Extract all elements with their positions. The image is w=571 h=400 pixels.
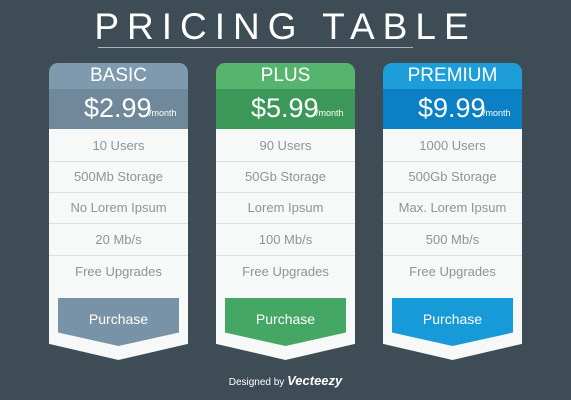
- feature-item: 10 Users: [92, 138, 145, 153]
- divider: [216, 255, 355, 256]
- pricing-card-basic: BASIC $2.99 /month 10 Users 500Mb Storag…: [49, 63, 188, 360]
- feature-item: 500 Mb/s: [425, 232, 480, 247]
- title-underline: [98, 47, 413, 48]
- price-period: /month: [483, 108, 511, 118]
- price-period: /month: [149, 108, 177, 118]
- feature-item: Max. Lorem Ipsum: [398, 200, 507, 215]
- feature-item: Free Upgrades: [242, 264, 329, 279]
- credit-prefix: Designed by: [228, 377, 285, 388]
- divider: [216, 161, 355, 162]
- page-title: PRICING TABLE: [94, 6, 477, 47]
- feature-item: No Lorem Ipsum: [70, 200, 167, 215]
- feature-item: Free Upgrades: [75, 264, 162, 279]
- price-amount: $2.99: [84, 93, 152, 123]
- divider: [383, 255, 522, 256]
- pricing-card-premium: PREMIUM $9.99 /month 1000 Users 500Gb St…: [383, 63, 522, 360]
- price-block: $9.99 /month: [383, 89, 522, 129]
- price-amount: $5.99: [251, 93, 319, 123]
- purchase-button-label: Purchase: [255, 311, 316, 327]
- pricing-card-plus: PLUS $5.99 /month 90 Users 50Gb Storage …: [216, 63, 355, 360]
- divider: [216, 223, 355, 224]
- feature-item: Free Upgrades: [409, 264, 496, 279]
- feature-item: 90 Users: [259, 138, 312, 153]
- plan-name: PREMIUM: [383, 63, 522, 89]
- feature-item: 1000 Users: [419, 138, 486, 153]
- feature-item: 20 Mb/s: [95, 232, 142, 247]
- divider: [49, 161, 188, 162]
- price-block: $5.99 /month: [216, 89, 355, 129]
- divider: [49, 192, 188, 193]
- divider: [216, 192, 355, 193]
- price-amount: $9.99: [418, 93, 486, 123]
- purchase-button-label: Purchase: [88, 311, 149, 327]
- divider: [383, 161, 522, 162]
- designer-credit: Designed by Vecteezy: [0, 373, 571, 388]
- feature-item: 50Gb Storage: [245, 169, 326, 184]
- divider: [383, 192, 522, 193]
- plan-name: PLUS: [216, 63, 355, 89]
- divider: [49, 223, 188, 224]
- feature-item: 100 Mb/s: [258, 232, 313, 247]
- feature-item: 500Gb Storage: [408, 169, 497, 184]
- price-period: /month: [316, 108, 344, 118]
- purchase-button-label: Purchase: [422, 311, 483, 327]
- divider: [383, 223, 522, 224]
- plan-name: BASIC: [49, 63, 188, 89]
- divider: [49, 255, 188, 256]
- price-block: $2.99 /month: [49, 89, 188, 129]
- feature-item: Lorem Ipsum: [247, 200, 324, 215]
- credit-brand: Vecteezy: [287, 373, 343, 388]
- feature-item: 500Mb Storage: [74, 169, 163, 184]
